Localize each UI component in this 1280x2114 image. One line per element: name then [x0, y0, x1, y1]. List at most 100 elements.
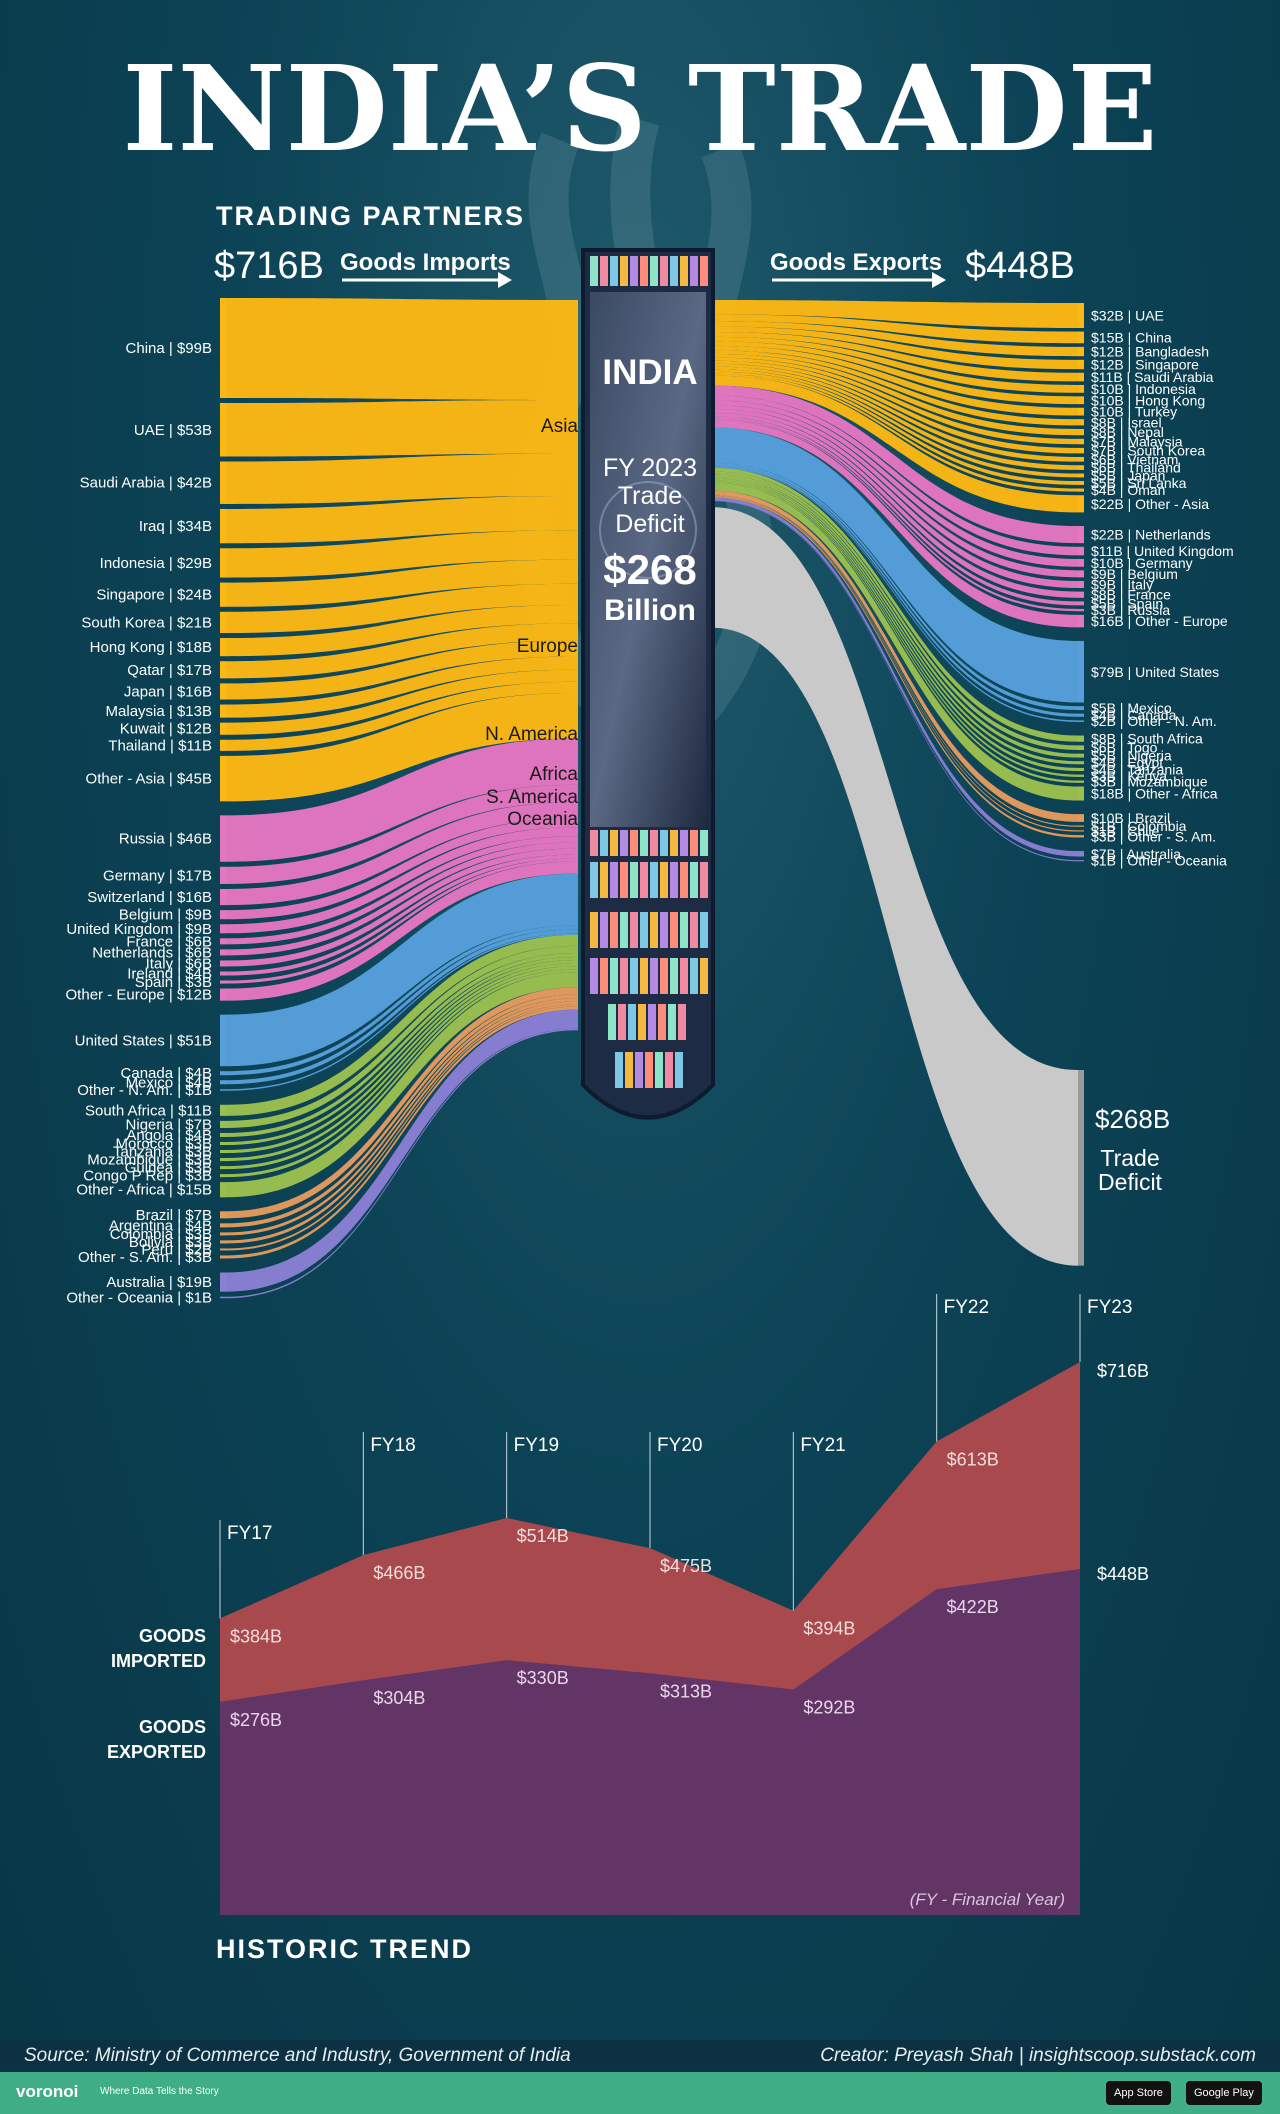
- container-icon: [690, 862, 698, 898]
- exports-total: $448B: [965, 245, 1075, 287]
- import-label-hong-kong-18b: Hong Kong | $18B: [90, 639, 212, 656]
- container-icon: [600, 862, 608, 898]
- export-bar-8b-israel: [1078, 419, 1084, 426]
- fy-label-fy19: FY19: [514, 1435, 559, 1456]
- export-flow-1b-other-oceania: [712, 500, 1078, 862]
- app-store-button[interactable]: App Store: [1106, 2081, 1171, 2105]
- import-flow-brazil-7b: [226, 987, 578, 1219]
- container-icon: [660, 256, 668, 286]
- imports-label: Goods Imports: [340, 249, 511, 276]
- import-bar-japan-16b: [220, 683, 226, 700]
- export-flow-6b-togo: [712, 471, 1078, 751]
- export-flow-8b-israel: [712, 350, 1078, 426]
- export-flow-15b-china: [712, 314, 1078, 344]
- import-label-spain-3b: Spain | $3B: [135, 974, 212, 991]
- import-bar-uae-53b: [220, 402, 226, 457]
- import-bar-tanzania-3b: [220, 1150, 226, 1154]
- import-bar-kuwait-12b: [220, 722, 226, 735]
- exported-value-fy22: $422B: [947, 1597, 999, 1617]
- container-icon: [630, 862, 638, 898]
- voronoi-logo[interactable]: voronoi: [16, 2082, 79, 2101]
- import-bar-hong-kong-18b: [220, 638, 226, 657]
- imported-value-fy17: $384B: [230, 1626, 282, 1646]
- export-label-22b-other-asia: $22B | Other - Asia: [1091, 496, 1209, 512]
- export-flow-1b-colombia: [712, 495, 1078, 827]
- container-icon: [680, 912, 688, 948]
- import-label-italy-6b: Italy | $6B: [146, 955, 212, 972]
- import-flow-france-6b: [226, 836, 578, 945]
- import-bar-other-s-am-3b: [220, 1255, 226, 1259]
- import-bar-other-europe-12b: [220, 988, 226, 1001]
- container-icon: [610, 958, 618, 994]
- import-flow-other-asia-45b: [226, 692, 578, 802]
- import-label-tanzania-3b: Tanzania | $3B: [113, 1144, 212, 1161]
- export-flow-5b-nigeria: [712, 474, 1078, 758]
- import-label-south-africa-11b: South Africa | $11B: [85, 1102, 212, 1119]
- export-label-7b-south-korea: $7B | South Korea: [1091, 443, 1205, 459]
- import-flow-spain-3b: [226, 858, 578, 984]
- container-icon: [650, 862, 658, 898]
- historic-trend-chart: FY17 FY18 FY19 FY20 FY21 FY22 FY23 $384B $466B $5…: [219, 1294, 1149, 1915]
- export-flow-10b-indonesia: [712, 336, 1078, 393]
- export-label-10b-indonesia: $10B | Indonesia: [1091, 381, 1196, 397]
- container-icon: [620, 912, 628, 948]
- import-flow-united-kingdom-9b: [226, 827, 578, 934]
- export-bar-1b-colombia: [1078, 825, 1084, 827]
- container-icon: [610, 256, 618, 286]
- import-bar-malaysia-13b: [220, 704, 226, 718]
- exports-arrow: [772, 272, 946, 288]
- export-label-10b-turkey: $10B | Turkey: [1091, 404, 1177, 420]
- import-bar-congo-p-rep-3b: [220, 1174, 226, 1178]
- container-icon: [668, 1004, 676, 1040]
- export-bar-10b-hong-kong: [1078, 396, 1084, 405]
- export-flow-10b-brazil: [712, 490, 1078, 822]
- container-icon: [590, 958, 598, 994]
- container-icon: [610, 830, 618, 856]
- export-bar-11b-united-kingdom: [1078, 546, 1084, 556]
- import-flow-argentina-4b: [226, 994, 578, 1228]
- import-flow-russia-46b: [226, 738, 578, 862]
- export-flow-4b-tanzania: [712, 478, 1078, 771]
- import-flow-bolivia-3b: [226, 1001, 578, 1244]
- import-label-morocco-3b: Morocco | $3B: [116, 1136, 212, 1153]
- export-flow-8b-south-africa: [712, 467, 1078, 742]
- export-bars: [1078, 303, 1084, 1266]
- container-icon: [640, 862, 648, 898]
- export-bar-8b-nepal: [1078, 429, 1084, 436]
- container-icon: [620, 862, 628, 898]
- container-icon: [600, 912, 608, 948]
- import-bar-angola-4b: [220, 1132, 226, 1137]
- region-label-n-america: N. America: [485, 724, 578, 745]
- import-label-mozambique-3b: Mozambique | $3B: [87, 1152, 212, 1169]
- import-label-france-6b: France | $6B: [126, 933, 212, 950]
- export-label-8b-south-africa: $8B | South Africa: [1091, 731, 1203, 747]
- container-icon: [690, 830, 698, 856]
- export-flows: [712, 300, 1078, 1266]
- import-bar-qatar-17b: [220, 661, 226, 679]
- import-label-peru-2b: Peru | $2B: [141, 1241, 212, 1258]
- export-label-79b-united-states: $79B | United States: [1091, 664, 1219, 680]
- export-flow-3b-mozambique: [712, 481, 1078, 783]
- container-icon: [600, 256, 608, 286]
- export-label-16b-other-europe: $16B | Other - Europe: [1091, 613, 1228, 629]
- import-bar-guinea-3b: [220, 1166, 226, 1170]
- fy-label-fy23: FY23: [1087, 1297, 1132, 1318]
- export-flow-6b-thailand: [712, 366, 1078, 470]
- container-icon: [650, 912, 658, 948]
- export-flow-3b-other-s-am: [712, 496, 1078, 838]
- import-flow-saudi-arabia-42b: [226, 453, 578, 504]
- export-label-1b-chile: $1B | Chile: [1091, 823, 1159, 839]
- container-icon: [590, 912, 598, 948]
- import-bars: [220, 298, 226, 1299]
- chakra-icon: [599, 481, 697, 579]
- google-play-button[interactable]: Google Play: [1186, 2081, 1262, 2105]
- container-icon: [628, 1004, 636, 1040]
- import-bar-other-asia-45b: [220, 755, 226, 802]
- export-flow-32b-uae: [712, 300, 1078, 328]
- export-flow-79b-united-states: [712, 427, 1078, 703]
- container-icon: [640, 958, 648, 994]
- import-bar-mexico-4b: [220, 1080, 226, 1085]
- import-bar-argentina-4b: [220, 1223, 226, 1228]
